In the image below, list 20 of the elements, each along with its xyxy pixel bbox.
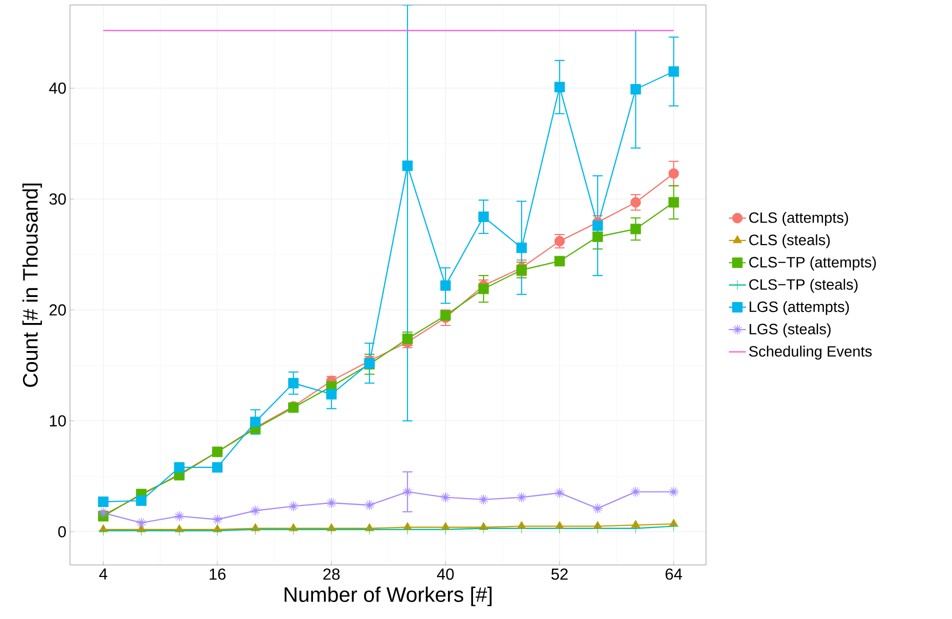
x-tick-label: 28 xyxy=(323,568,340,580)
x-tick-label: 40 xyxy=(437,568,454,580)
x-tick-label: 64 xyxy=(666,568,682,580)
y-tick-label: 30 xyxy=(49,193,66,205)
legend-label: Scheduling Events xyxy=(749,346,872,360)
y-tick-label: 20 xyxy=(50,304,66,316)
y-tick-label: 10 xyxy=(50,415,66,426)
legend-label: CLS−TP (steals) xyxy=(749,278,858,293)
y-axis-title: Count [# in Thousand] xyxy=(22,184,42,387)
legend-label: LGS (attempts) xyxy=(750,301,849,316)
legend-label: CLS (attempts) xyxy=(749,212,848,226)
x-tick-label: 52 xyxy=(551,568,568,580)
legend-label: LGS (steals) xyxy=(750,323,831,338)
y-tick-label: 40 xyxy=(49,82,66,94)
legend-label: CLS−TP (attempts) xyxy=(749,256,876,270)
y-tick-label: 0 xyxy=(58,526,66,538)
x-tick-label: 16 xyxy=(210,568,226,580)
x-axis-title: Number of Workers [#] xyxy=(284,586,492,606)
x-tick-label: 4 xyxy=(99,568,108,580)
legend-label: CLS (steals) xyxy=(749,234,830,248)
